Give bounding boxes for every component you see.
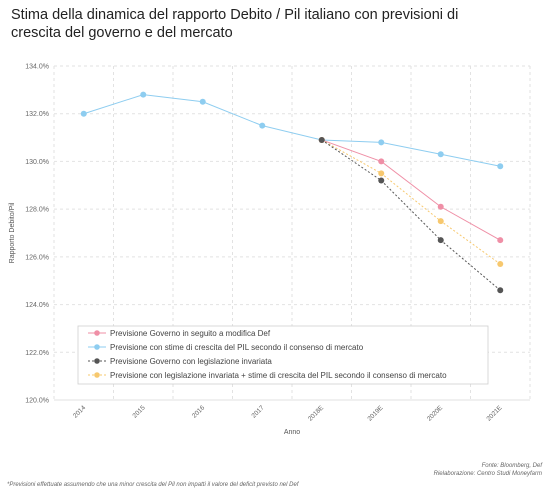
series-line (321, 139, 501, 241)
y-tick-label: 128.0% (25, 207, 49, 214)
legend-swatch-dot (94, 344, 100, 350)
y-tick-label: 126.0% (25, 254, 49, 261)
legend-item: Previsione Governo in seguito a modifica… (88, 329, 271, 338)
y-tick-label: 134.0% (25, 64, 49, 71)
legend-label: Previsione con legislazione invariata + … (110, 371, 447, 380)
legend-label: Previsione Governo con legislazione inva… (110, 357, 272, 366)
y-axis-label: Rapporto Debito/Pil (9, 202, 16, 263)
data-point (80, 110, 87, 117)
series-3 (318, 136, 504, 294)
chart-title-line-2: crescita del governo e del mercato (11, 25, 233, 41)
source-note: Fonte: Bloomberg, Def Rielaborazione: Ce… (434, 462, 542, 478)
data-point (140, 91, 147, 98)
y-tick-label: 124.0% (25, 302, 49, 309)
series-line (321, 139, 501, 291)
source-line-2: Rielaborazione: Centro Studi Moneyfarm (433, 471, 542, 477)
data-point (318, 136, 325, 143)
chart-title: Stima della dinamica del rapporto Debito… (11, 6, 531, 42)
data-point (437, 237, 444, 244)
series-line (83, 94, 501, 167)
legend-swatch-dot (94, 358, 100, 364)
y-tick-label: 122.0% (25, 350, 49, 357)
data-point (199, 98, 206, 105)
x-axis-ticks: 2014 2015 2016 2017 2018E 2019E 2020E 2021E (72, 404, 504, 423)
data-point (497, 287, 504, 294)
x-tick-label: 2018E (307, 404, 326, 423)
data-point (259, 122, 266, 129)
y-tick-label: 120.0% (25, 398, 49, 405)
data-point (437, 203, 444, 210)
legend-swatch-dot (94, 330, 100, 336)
series-line (321, 139, 501, 265)
legend-item: Previsione con legislazione invariata + … (88, 371, 447, 380)
data-point (497, 237, 504, 244)
legend: Previsione Governo in seguito a modifica… (77, 325, 489, 385)
data-point (378, 170, 385, 177)
data-point (497, 261, 504, 268)
legend-box (77, 325, 489, 385)
y-tick-label: 132.0% (25, 111, 49, 118)
data-point (497, 163, 504, 170)
legend-label: Previsione Governo in seguito a modifica… (110, 329, 271, 338)
footnote: *Previsioni effettuate assumendo che una… (7, 482, 299, 488)
legend-swatch-dot (94, 372, 100, 378)
data-point (378, 158, 385, 165)
x-tick-label: 2014 (72, 404, 87, 419)
legend-label: Previsione con stime di crescita del PIL… (110, 343, 364, 352)
data-point (378, 177, 385, 184)
x-tick-label: 2021E (485, 404, 504, 423)
x-tick-label: 2019E (366, 404, 385, 423)
data-point (378, 139, 385, 146)
legend-item: Previsione con stime di crescita del PIL… (88, 343, 364, 352)
source-line-1: Fonte: Bloomberg, Def (481, 463, 542, 469)
y-axis-ticks: 120.0% 122.0% 124.0% 126.0% 128.0% 130.0% 132.… (25, 64, 49, 405)
x-tick-label: 2017 (250, 404, 265, 419)
data-point (437, 151, 444, 158)
series-group (80, 91, 504, 294)
x-tick-label: 2020E (426, 404, 445, 423)
y-tick-label: 130.0% (25, 159, 49, 166)
x-tick-label: 2015 (131, 404, 146, 419)
legend-item: Previsione Governo con legislazione inva… (88, 357, 272, 366)
x-tick-label: 2016 (191, 404, 206, 419)
data-point (437, 218, 444, 225)
chart-title-line-1: Stima della dinamica del rapporto Debito… (11, 7, 459, 23)
x-axis-label: Anno (284, 429, 300, 436)
